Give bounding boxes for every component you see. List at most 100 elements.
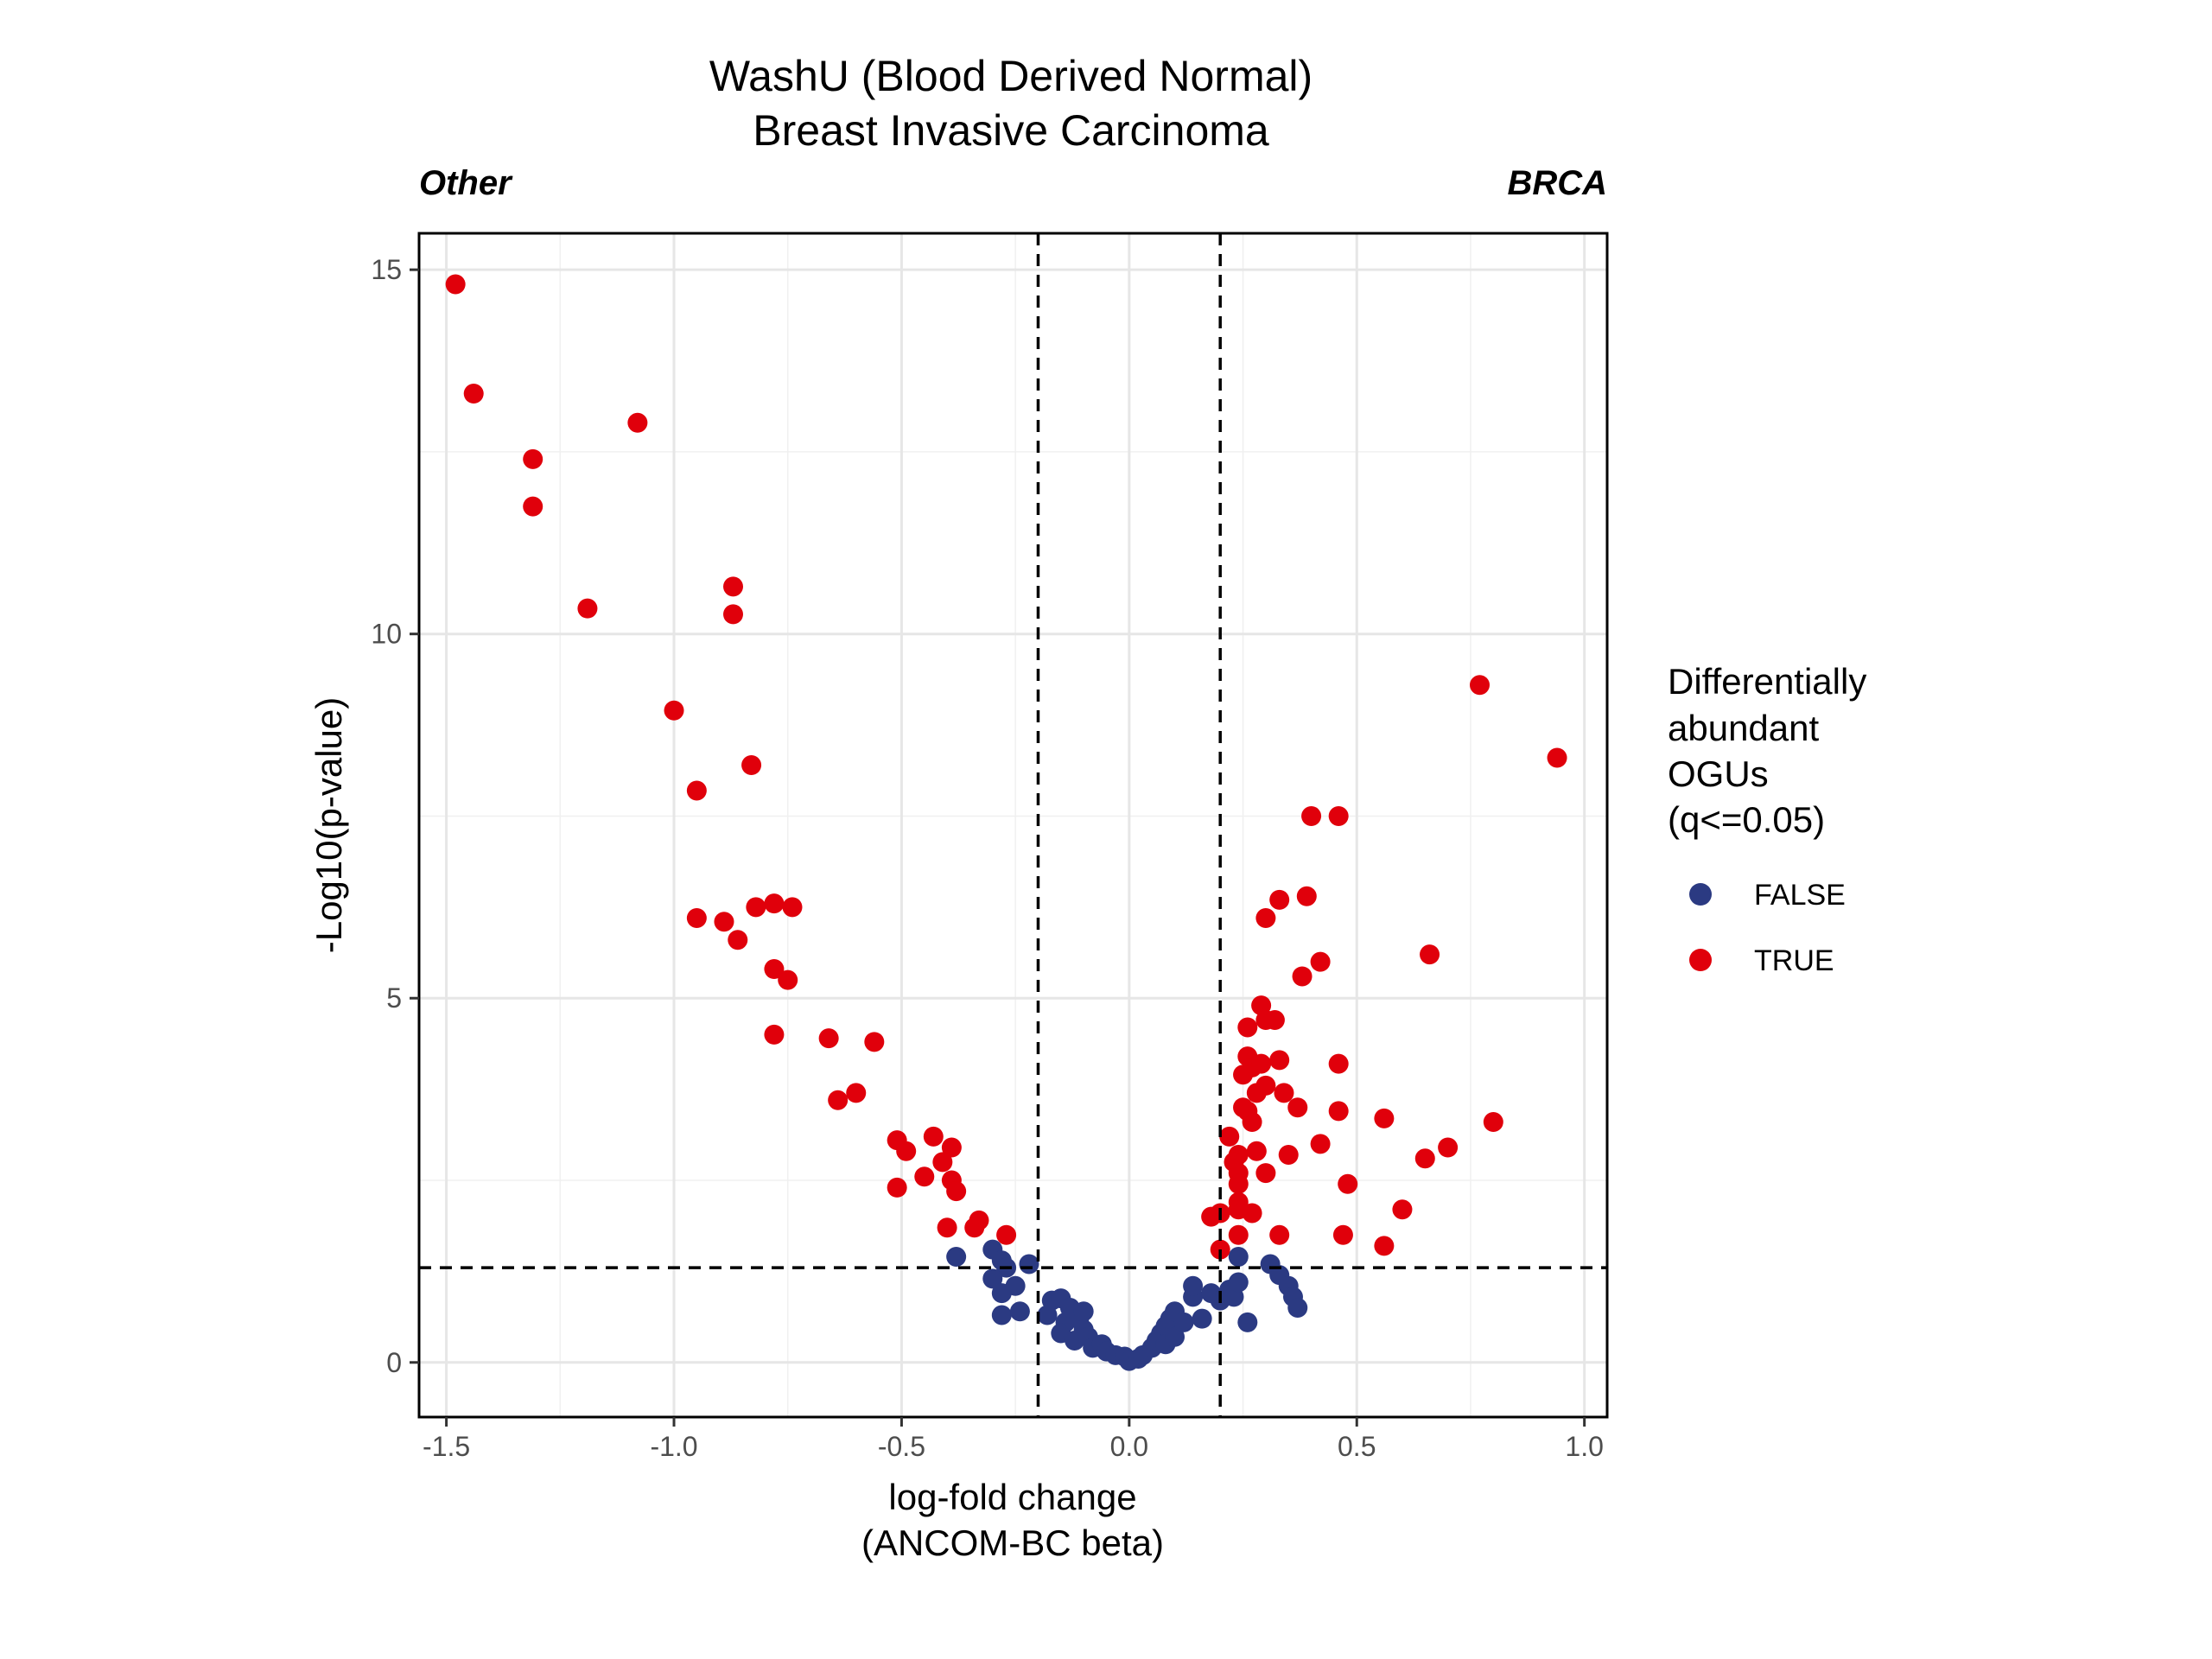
point-true — [1219, 1126, 1240, 1147]
x-tick-label: 0.0 — [1110, 1431, 1148, 1462]
point-true — [1251, 1053, 1272, 1074]
point-false — [1073, 1301, 1094, 1322]
point-false — [1009, 1301, 1030, 1322]
point-true — [445, 274, 466, 295]
x-axis-title-line1: log-fold change — [888, 1477, 1136, 1517]
point-true — [996, 1224, 1017, 1245]
point-true — [1201, 1206, 1222, 1227]
point-true — [818, 1028, 839, 1049]
point-true — [1374, 1236, 1395, 1256]
point-true — [1310, 951, 1331, 972]
point-false — [946, 1247, 967, 1268]
point-true — [1310, 1134, 1331, 1154]
point-true — [778, 969, 798, 990]
point-true — [782, 897, 803, 918]
point-true — [1332, 1224, 1353, 1245]
x-tick-label: -1.5 — [423, 1431, 470, 1462]
point-true — [846, 1083, 867, 1103]
point-true — [1328, 1101, 1349, 1122]
point-true — [964, 1217, 985, 1238]
point-true — [946, 1181, 967, 1202]
legend: Differentially abundant OGUs (q<=0.05) F… — [1668, 661, 1866, 977]
chart-subtitle: Breast Invasive Carcinoma — [753, 106, 1269, 155]
legend-title-line2: abundant — [1668, 708, 1820, 748]
point-true — [686, 907, 707, 928]
point-true — [914, 1166, 935, 1187]
point-true — [1338, 1173, 1358, 1194]
point-true — [1269, 889, 1290, 910]
point-true — [1483, 1112, 1503, 1133]
point-true — [1392, 1199, 1413, 1220]
point-true — [523, 496, 543, 517]
point-true — [1255, 1163, 1276, 1184]
point-false — [1019, 1254, 1039, 1274]
point-true — [723, 604, 744, 625]
point-true — [1469, 675, 1490, 696]
point-false — [1228, 1272, 1249, 1293]
point-true — [1287, 1097, 1308, 1118]
point-true — [764, 959, 785, 980]
point-true — [1274, 1083, 1294, 1103]
point-true — [1296, 886, 1317, 906]
point-true — [1237, 1017, 1258, 1038]
point-true — [1328, 1053, 1349, 1074]
point-true — [864, 1032, 885, 1052]
point-true — [714, 912, 734, 932]
point-false — [1183, 1275, 1204, 1296]
point-false — [1237, 1312, 1258, 1332]
left-group-label: Other — [419, 164, 513, 202]
x-axis-title-line2: (ANCOM-BC beta) — [861, 1522, 1164, 1563]
right-group-label: BRCA — [1507, 164, 1607, 202]
point-true — [1255, 907, 1276, 928]
point-true — [723, 576, 744, 597]
point-true — [627, 412, 648, 433]
point-true — [741, 754, 762, 775]
point-true — [1269, 1050, 1290, 1071]
point-false — [982, 1268, 1003, 1289]
grid-lines — [419, 233, 1607, 1417]
legend-label-true: TRUE — [1754, 944, 1834, 977]
point-true — [1328, 805, 1349, 826]
x-tick-label: -1.0 — [650, 1431, 697, 1462]
x-tick-label: 0.5 — [1338, 1431, 1376, 1462]
point-true — [1233, 1065, 1254, 1085]
x-axis: -1.5 -1.0 -0.5 0.0 0.5 1.0 — [423, 1417, 1604, 1462]
point-true — [1242, 1203, 1262, 1224]
plot-panel — [419, 233, 1607, 1417]
point-true — [1255, 1010, 1276, 1031]
point-true — [941, 1137, 962, 1158]
x-tick-label: 1.0 — [1565, 1431, 1603, 1462]
point-false — [991, 1283, 1012, 1304]
x-tick-label: -0.5 — [878, 1431, 925, 1462]
y-tick-label: 5 — [386, 982, 402, 1014]
y-tick-label: 10 — [371, 619, 402, 650]
point-true — [1269, 1224, 1290, 1245]
y-tick-label: 15 — [371, 254, 402, 285]
point-true — [746, 897, 766, 918]
point-false — [1287, 1298, 1308, 1319]
point-true — [728, 930, 748, 950]
point-true — [923, 1126, 944, 1147]
point-true — [1233, 1097, 1254, 1118]
legend-title-line4: (q<=0.05) — [1668, 799, 1825, 840]
reference-lines — [419, 233, 1607, 1417]
legend-title-line1: Differentially — [1668, 661, 1866, 702]
point-true — [1255, 1075, 1276, 1096]
point-true — [764, 1024, 785, 1045]
point-true — [828, 1090, 849, 1110]
y-axis: 0 5 10 15 — [371, 254, 419, 1378]
point-true — [463, 383, 484, 404]
point-true — [887, 1177, 907, 1198]
point-true — [896, 1141, 917, 1161]
point-true — [1242, 1112, 1262, 1133]
point-true — [577, 598, 598, 619]
point-true — [1228, 1173, 1249, 1194]
legend-label-false: FALSE — [1754, 879, 1846, 912]
legend-title-line3: OGUs — [1668, 753, 1769, 794]
point-true — [523, 448, 543, 469]
point-false — [1173, 1312, 1194, 1332]
point-false — [1192, 1308, 1212, 1329]
point-false — [1228, 1247, 1249, 1268]
point-true — [1414, 1148, 1435, 1169]
